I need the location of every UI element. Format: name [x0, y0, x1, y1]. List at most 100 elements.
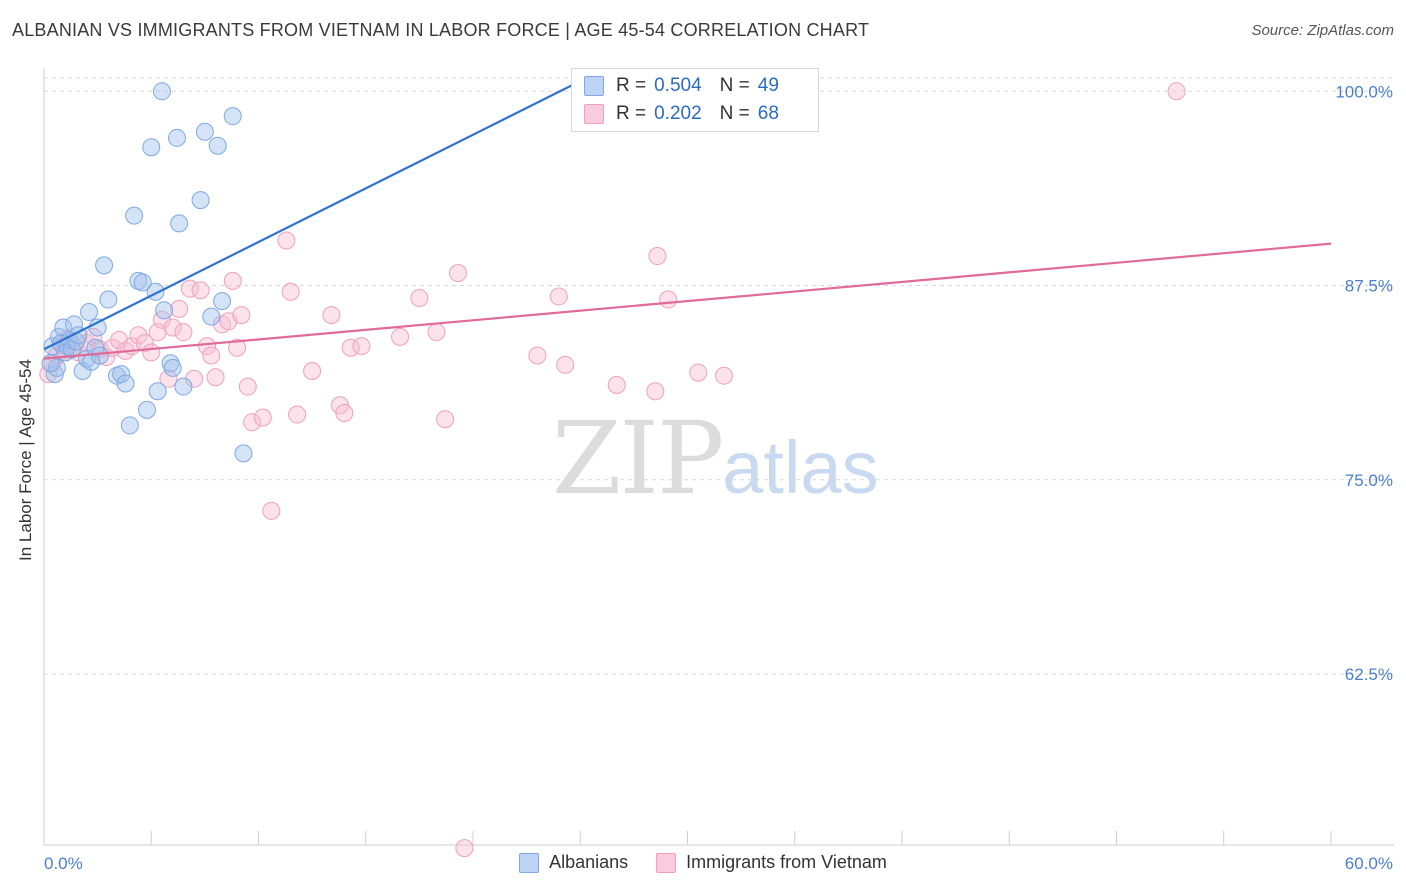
point-albanians — [120, 416, 139, 435]
point-albanians — [223, 107, 242, 126]
point-albanians — [80, 302, 99, 321]
legend-label-albanians: Albanians — [549, 852, 629, 872]
trend-line-albanians — [43, 74, 592, 351]
point-albanians — [167, 128, 186, 147]
point-vietnam — [607, 376, 626, 395]
point-albanians — [202, 307, 221, 326]
point-albanians — [116, 374, 135, 393]
point-vietnam — [232, 306, 251, 325]
trend-line-vietnam — [43, 242, 1332, 360]
correlation-legend: R = 0.504 N = 49 R = 0.202 N = 68 — [571, 68, 819, 132]
series-legend: Albanians Immigrants from Vietnam — [0, 852, 1406, 873]
point-albanians — [47, 358, 66, 377]
point-albanians — [170, 214, 189, 233]
point-albanians — [213, 292, 232, 311]
y-tick-label: 100.0% — [1335, 82, 1393, 101]
point-albanians — [146, 282, 165, 301]
legend-r-label: R = — [616, 75, 647, 96]
y-tick-label: 62.5% — [1345, 665, 1393, 684]
legend-swatch-vietnam — [656, 852, 677, 873]
y-tick-label: 87.5% — [1345, 277, 1393, 296]
point-vietnam — [427, 323, 446, 342]
point-vietnam — [170, 299, 189, 318]
point-vietnam — [391, 327, 410, 346]
point-vietnam — [448, 264, 467, 283]
point-vietnam — [202, 346, 221, 365]
point-vietnam — [135, 334, 154, 353]
point-vietnam — [549, 287, 568, 306]
point-vietnam — [163, 318, 182, 337]
point-albanians — [112, 365, 131, 384]
point-vietnam — [206, 368, 225, 387]
point-vietnam — [528, 346, 547, 365]
point-albanians — [155, 301, 174, 320]
point-vietnam — [262, 501, 281, 520]
legend-n-label: N = — [719, 75, 750, 96]
watermark: ZIPatlas — [552, 400, 879, 517]
legend-r-value: 0.504 — [654, 75, 702, 96]
point-vietnam — [238, 377, 257, 396]
point-vietnam — [277, 231, 296, 250]
legend-swatch-vietnam — [584, 104, 604, 124]
legend-row-albanians: R = 0.504 N = 49 — [584, 74, 783, 98]
legend-r-value: 0.202 — [654, 103, 702, 124]
point-vietnam — [223, 271, 242, 290]
point-albanians — [137, 400, 156, 419]
watermark-zip: ZIP — [552, 400, 724, 517]
point-vietnam — [243, 413, 262, 432]
legend-label-vietnam: Immigrants from Vietnam — [686, 852, 887, 872]
point-albanians — [148, 382, 167, 401]
point-vietnam — [646, 382, 665, 401]
point-vietnam — [556, 355, 575, 374]
point-albanians — [195, 122, 214, 141]
source-label: Source: ZipAtlas.com — [1251, 22, 1394, 39]
legend-item-vietnam: Immigrants from Vietnam — [656, 852, 887, 873]
point-vietnam — [1167, 82, 1186, 101]
point-vietnam — [659, 290, 678, 309]
point-albanians — [125, 206, 144, 225]
point-vietnam — [648, 247, 667, 266]
point-albanians — [95, 256, 114, 275]
point-albanians — [234, 444, 253, 463]
point-vietnam — [303, 362, 322, 381]
legend-swatch-albanians — [519, 852, 540, 873]
legend-item-albanians: Albanians — [519, 852, 628, 873]
legend-swatch-albanians — [584, 76, 604, 96]
legend-n-value: 49 — [757, 75, 779, 96]
point-vietnam — [253, 408, 272, 427]
point-vietnam — [281, 282, 300, 301]
point-vietnam — [714, 366, 733, 385]
point-albanians — [152, 82, 171, 101]
point-vietnam — [198, 337, 217, 356]
point-vietnam — [174, 323, 193, 342]
point-albanians — [161, 354, 180, 373]
point-albanians — [142, 138, 161, 157]
point-albanians — [208, 136, 227, 155]
point-vietnam — [352, 337, 371, 356]
watermark-atlas: atlas — [722, 426, 879, 509]
legend-n-value: 68 — [757, 103, 779, 124]
point-vietnam — [436, 410, 455, 429]
point-vietnam — [142, 343, 161, 362]
point-vietnam — [689, 363, 708, 382]
point-vietnam — [191, 281, 210, 300]
point-vietnam — [410, 288, 429, 307]
point-vietnam — [455, 839, 474, 858]
point-albanians — [174, 377, 193, 396]
point-vietnam — [159, 369, 178, 388]
legend-r-label: R = — [616, 103, 647, 124]
point-albanians — [99, 290, 118, 309]
x-tick-label: 60.0% — [1345, 854, 1393, 873]
legend-row-vietnam: R = 0.202 N = 68 — [584, 102, 783, 126]
point-albanians — [191, 191, 210, 210]
point-albanians — [163, 358, 182, 377]
y-tick-label: 75.0% — [1345, 471, 1393, 490]
point-vietnam — [335, 403, 354, 422]
point-albanians — [90, 346, 109, 365]
legend-n-label: N = — [719, 103, 750, 124]
point-albanians — [133, 273, 152, 292]
point-vietnam — [288, 405, 307, 424]
point-vietnam — [322, 306, 341, 325]
point-vietnam — [228, 338, 247, 357]
